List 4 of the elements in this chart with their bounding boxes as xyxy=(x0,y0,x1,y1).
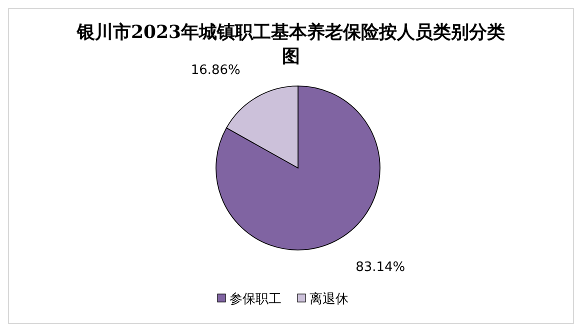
pie-slice xyxy=(216,86,380,250)
data-label: 83.14% xyxy=(356,260,406,275)
legend-label: 参保职工 xyxy=(230,292,282,307)
legend-label: 离退休 xyxy=(310,291,348,307)
